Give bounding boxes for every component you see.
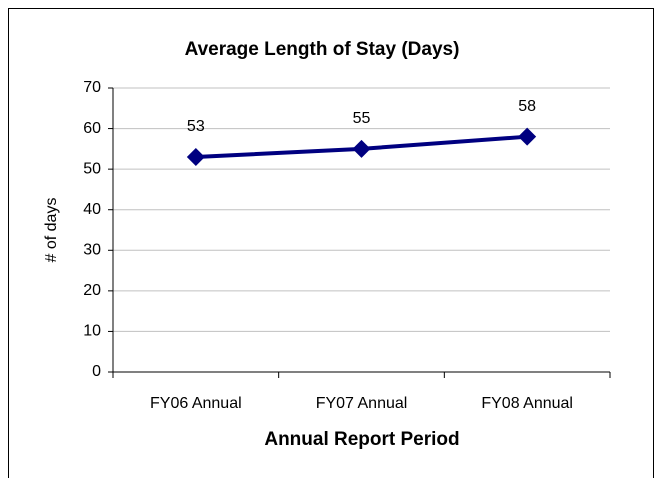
y-tick-label: 70 <box>83 79 101 96</box>
chart-title: Average Length of Stay (Days) <box>185 39 460 60</box>
y-tick-label: 50 <box>83 160 101 177</box>
y-tick-label: 20 <box>83 282 101 299</box>
x-tick-label: FY07 Annual <box>316 395 408 412</box>
x-tick-label: FY08 Annual <box>481 395 573 412</box>
data-label: 55 <box>353 110 371 127</box>
y-tick-label: 30 <box>83 242 101 259</box>
data-label: 53 <box>187 118 205 135</box>
chart-frame <box>8 8 654 478</box>
x-axis-title: Annual Report Period <box>264 429 459 450</box>
y-tick-label: 40 <box>83 201 101 218</box>
data-point <box>186 147 205 166</box>
y-tick-label: 10 <box>83 323 101 340</box>
y-axis-title: # of days <box>43 198 60 263</box>
y-tick-label: 60 <box>83 120 101 137</box>
data-point <box>518 127 537 146</box>
y-tick-label: 0 <box>92 363 101 380</box>
x-tick-label: FY06 Annual <box>150 395 242 412</box>
data-point <box>352 139 371 158</box>
data-label: 58 <box>518 98 536 115</box>
